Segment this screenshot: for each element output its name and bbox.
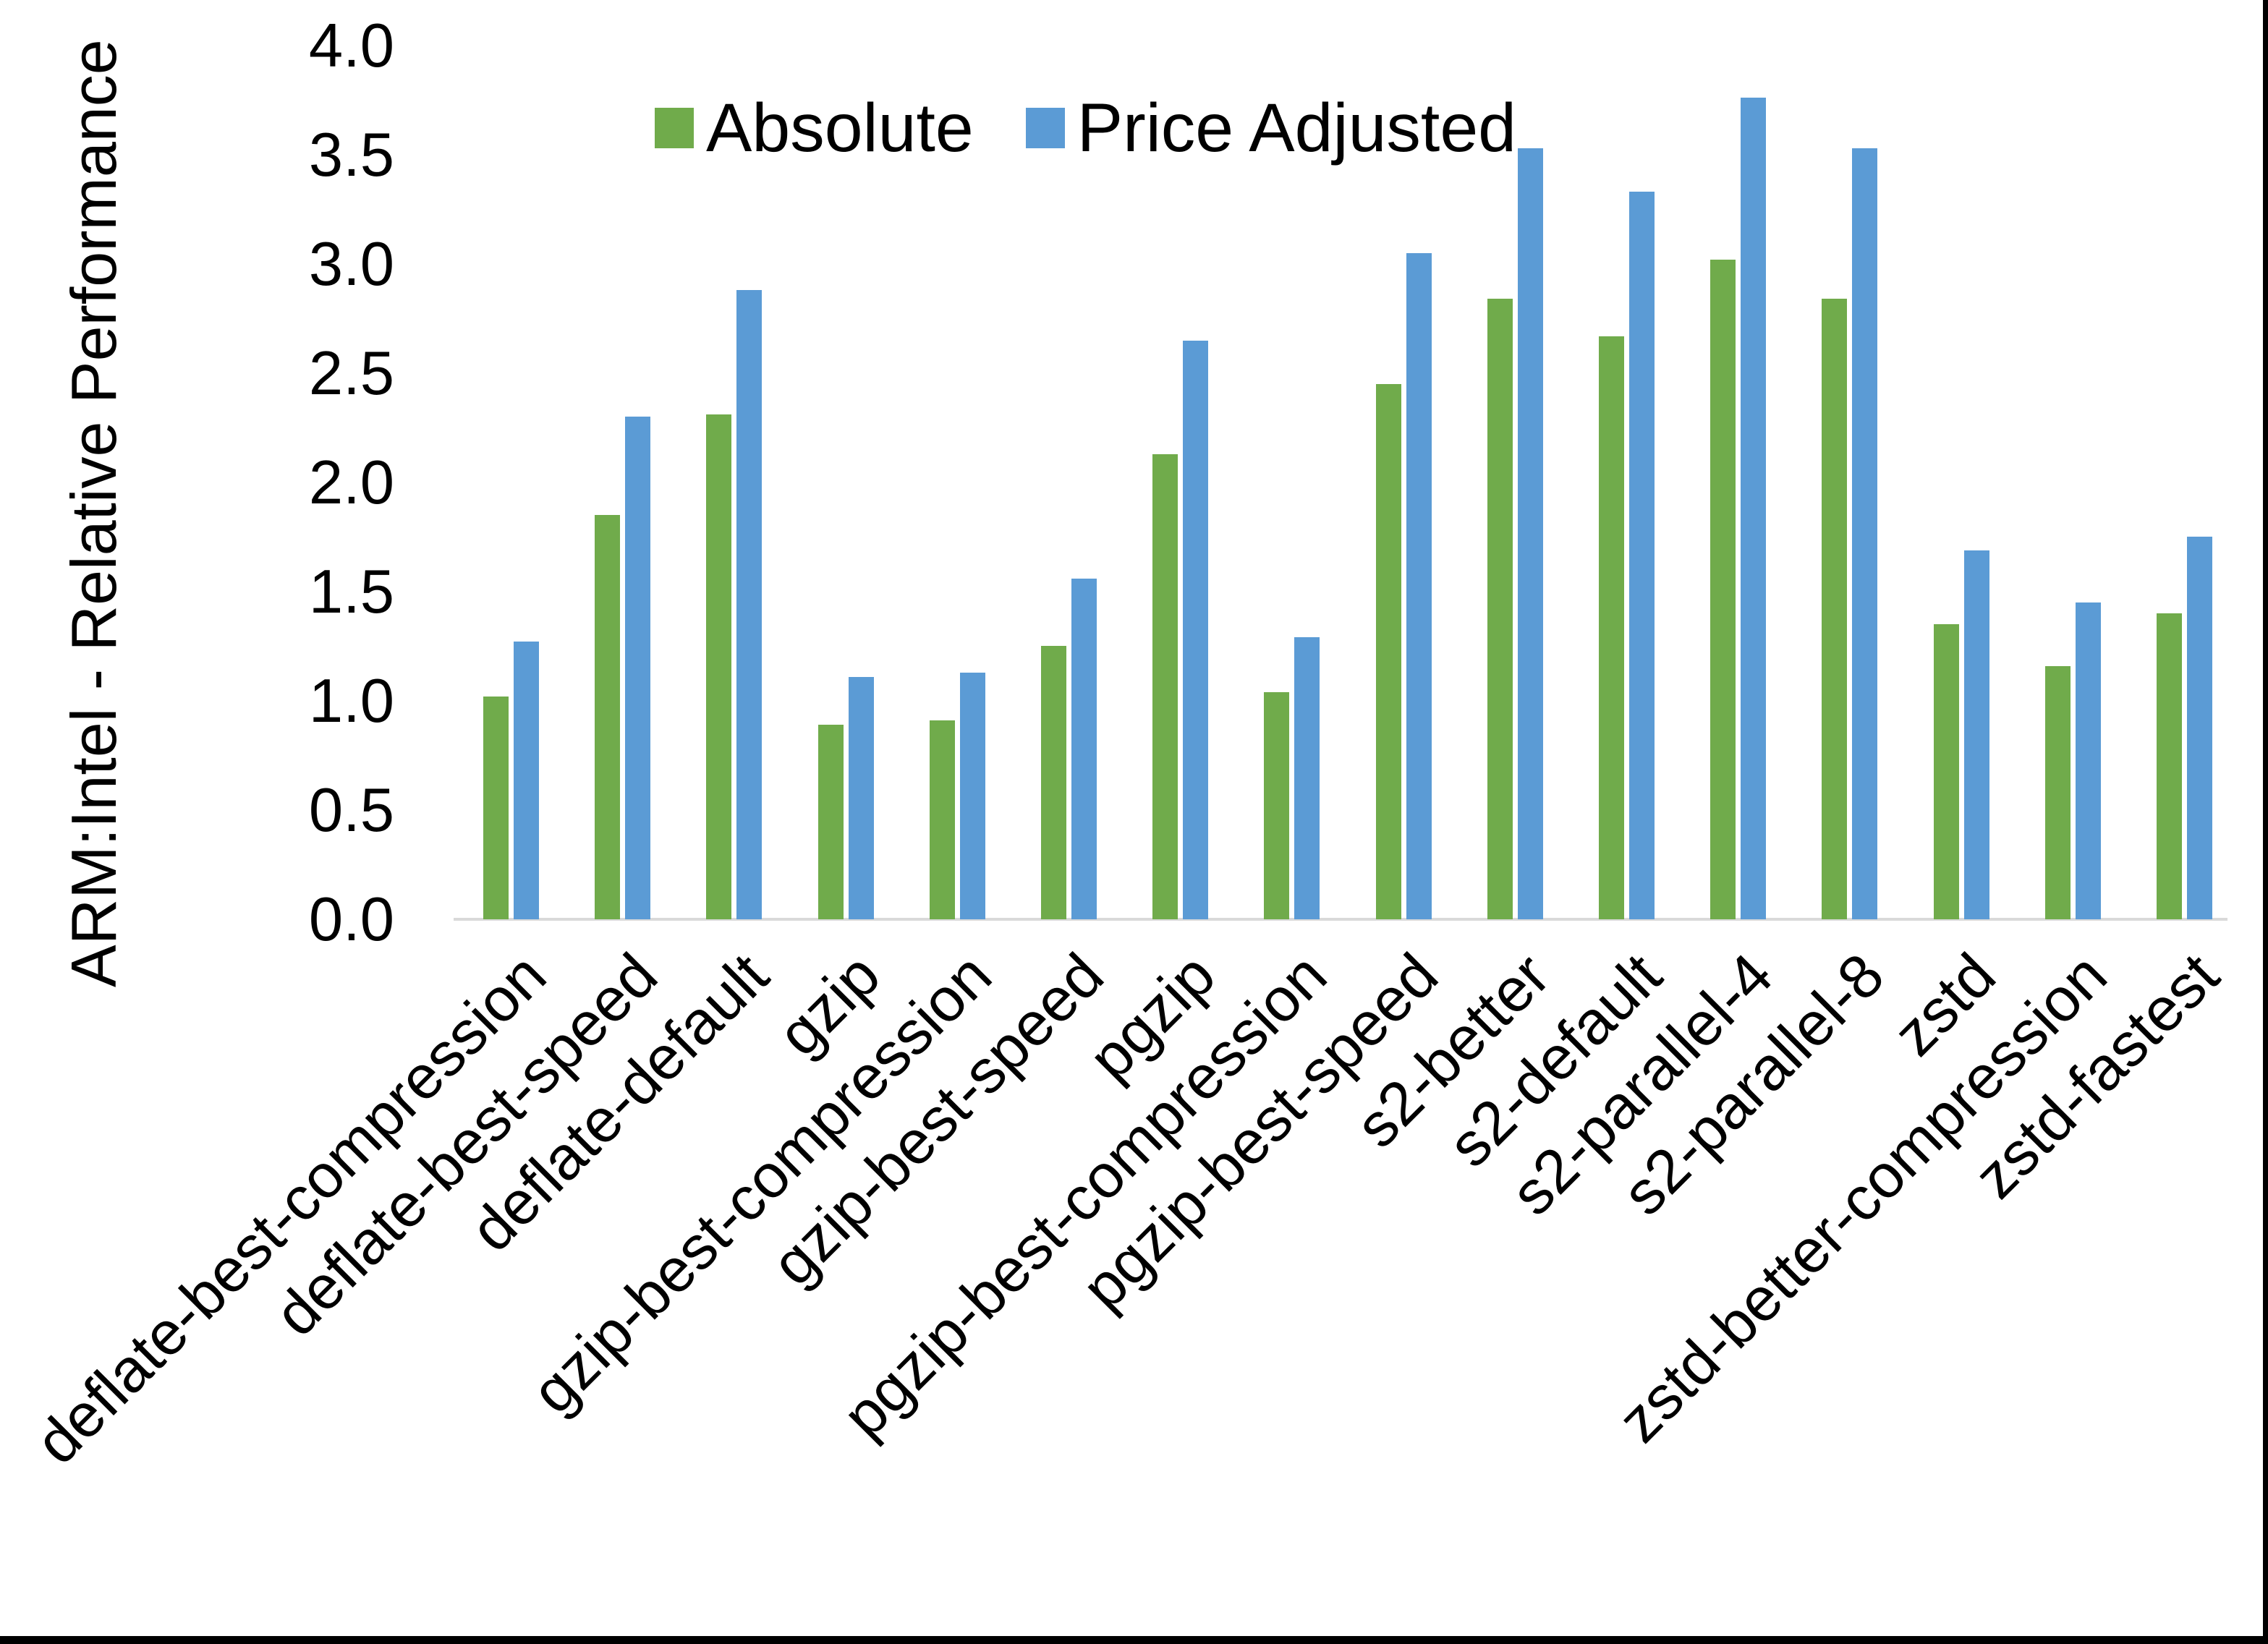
y-tick-label-1.5: 1.5 bbox=[308, 558, 394, 626]
y-tick-label-2.0: 2.0 bbox=[308, 448, 394, 517]
y-tick-label-2.5: 2.5 bbox=[308, 339, 394, 408]
bar-price-adjusted-s2-default bbox=[1629, 192, 1655, 919]
bar-absolute-zstd-fastest bbox=[2157, 613, 2182, 919]
bar-absolute-s2-default bbox=[1599, 336, 1624, 919]
y-tick-label-3.5: 3.5 bbox=[308, 121, 394, 189]
bar-absolute-gzip-best-compression bbox=[930, 720, 955, 919]
bar-absolute-s2-parallel-4 bbox=[1710, 260, 1736, 919]
x-axis-line bbox=[454, 918, 2227, 921]
bar-price-adjusted-zstd-fastest bbox=[2187, 537, 2212, 919]
bar-absolute-pgzip-best-speed bbox=[1376, 384, 1401, 919]
legend-label-price-adjusted: Price Adjusted bbox=[1076, 89, 1516, 166]
legend-label-absolute: Absolute bbox=[706, 89, 974, 166]
bar-price-adjusted-s2-parallel-8 bbox=[1852, 148, 1877, 919]
bar-price-adjusted-gzip-best-compression bbox=[960, 673, 985, 919]
bar-price-adjusted-deflate-best-speed bbox=[625, 417, 650, 919]
bar-absolute-deflate-best-speed bbox=[595, 515, 620, 919]
bar-price-adjusted-gzip-best-speed bbox=[1071, 579, 1097, 919]
bar-absolute-zstd-better-compression bbox=[2045, 666, 2070, 919]
legend-item-absolute: Absolute bbox=[655, 89, 974, 166]
y-tick-label-1.0: 1.0 bbox=[308, 667, 394, 736]
legend-swatch-price-adjusted bbox=[1025, 108, 1065, 148]
y-tick-label-3.0: 3.0 bbox=[308, 230, 394, 299]
bar-absolute-s2-parallel-8 bbox=[1822, 299, 1847, 919]
bar-absolute-gzip-best-speed bbox=[1041, 646, 1066, 919]
y-tick-label-0.0: 0.0 bbox=[308, 885, 394, 954]
bar-price-adjusted-zstd bbox=[1964, 550, 1989, 919]
bar-absolute-pgzip-best-compression bbox=[1264, 692, 1289, 919]
bar-price-adjusted-gzip bbox=[849, 677, 874, 919]
bar-price-adjusted-s2-parallel-4 bbox=[1741, 98, 1766, 919]
bar-price-adjusted-pgzip-best-speed bbox=[1406, 253, 1432, 919]
bar-absolute-zstd bbox=[1934, 624, 1959, 919]
y-tick-label-0.5: 0.5 bbox=[308, 776, 394, 845]
bar-price-adjusted-deflate-default bbox=[736, 290, 762, 919]
bar-price-adjusted-pgzip bbox=[1183, 341, 1208, 919]
bar-absolute-pgzip bbox=[1152, 454, 1178, 919]
legend: Absolute Price Adjusted bbox=[655, 89, 1516, 166]
bar-absolute-deflate-best-compression bbox=[483, 697, 509, 919]
legend-swatch-absolute bbox=[655, 108, 694, 148]
y-tick-label-4.0: 4.0 bbox=[308, 12, 394, 80]
y-axis-title: ARM:Intel - Relative Performance bbox=[58, 39, 129, 987]
bar-absolute-deflate-default bbox=[706, 414, 731, 919]
bar-price-adjusted-deflate-best-compression bbox=[514, 642, 539, 919]
bar-absolute-s2-better bbox=[1487, 299, 1513, 919]
bar-price-adjusted-pgzip-best-compression bbox=[1294, 637, 1320, 919]
bar-price-adjusted-zstd-better-compression bbox=[2076, 602, 2101, 919]
bar-price-adjusted-s2-better bbox=[1518, 148, 1543, 919]
bar-absolute-gzip bbox=[818, 725, 844, 919]
legend-item-price-adjusted: Price Adjusted bbox=[1025, 89, 1516, 166]
